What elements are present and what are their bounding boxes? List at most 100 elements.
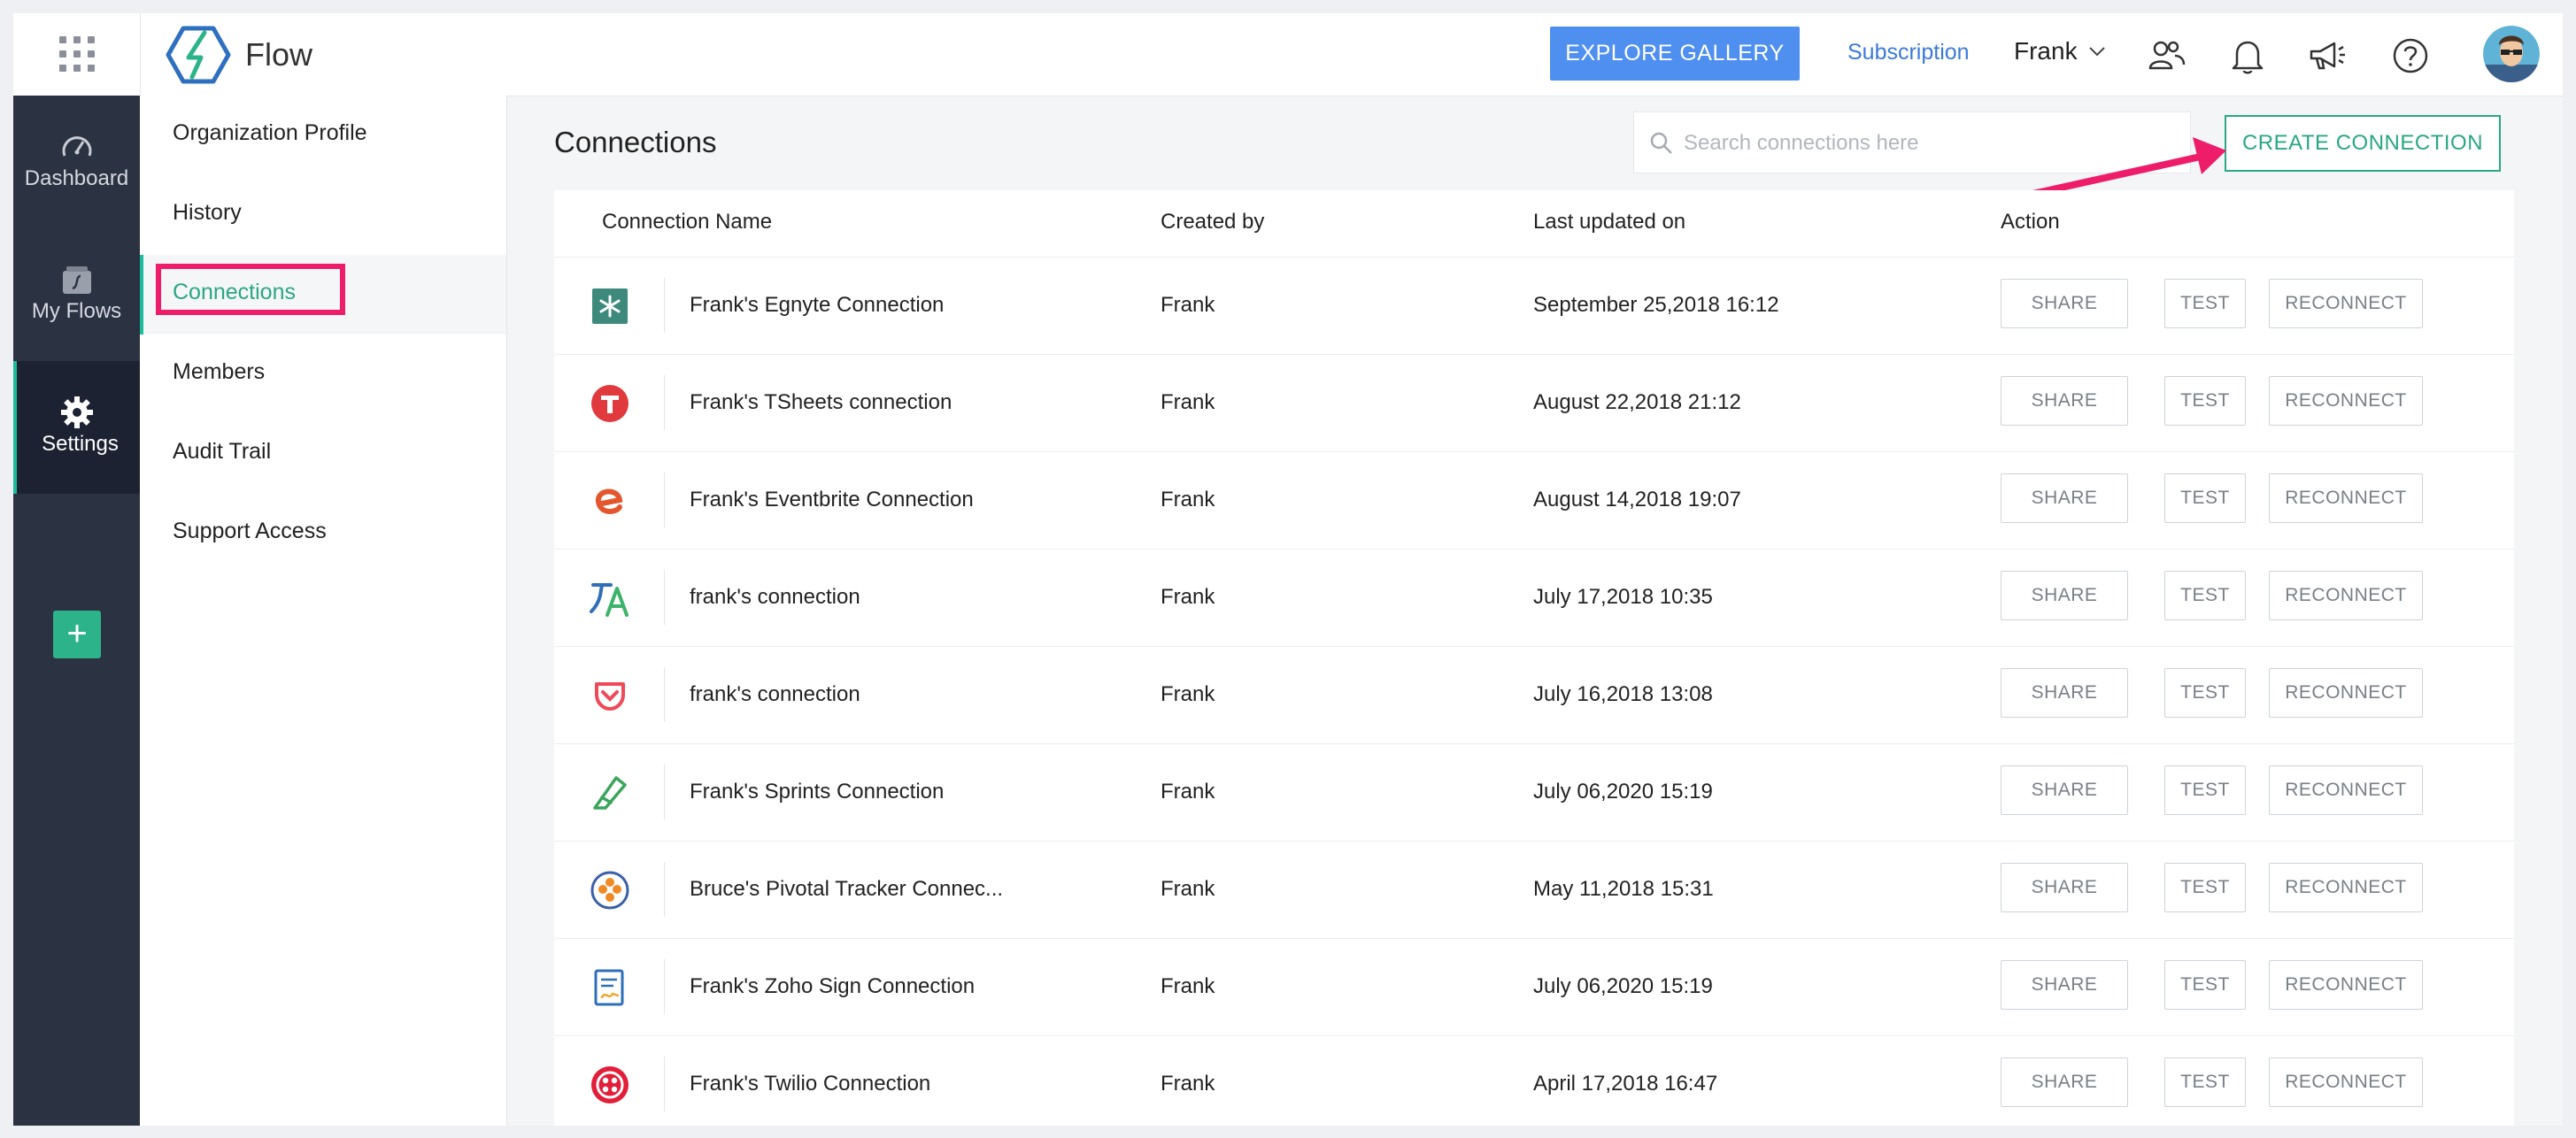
test-button[interactable]: TEST: [2164, 863, 2246, 912]
main-sidebar: Dashboard My Flows: [13, 96, 140, 1126]
submenu-connections[interactable]: Connections: [140, 255, 506, 334]
created-by: Frank: [1161, 293, 1215, 317]
column-header: Action: [2001, 210, 2060, 234]
connection-name: Frank's TSheets connection: [690, 390, 953, 414]
submenu-label: Support Access: [173, 519, 327, 543]
last-updated: August 14,2018 19:07: [1533, 488, 1741, 511]
test-button[interactable]: TEST: [2164, 279, 2246, 328]
reconnect-button[interactable]: RECONNECT: [2269, 863, 2423, 912]
page-title: Connections: [554, 126, 717, 158]
row-divider: [664, 862, 665, 917]
subscription-link[interactable]: Subscription: [1847, 40, 1970, 65]
nav-settings-label: Settings: [42, 432, 119, 456]
app-window: Flow EXPLORE GALLERY Subscription Frank: [13, 13, 2563, 1126]
share-button[interactable]: SHARE: [2001, 960, 2128, 1010]
test-button[interactable]: TEST: [2164, 571, 2246, 620]
reconnect-button[interactable]: RECONNECT: [2269, 1057, 2423, 1107]
pivotal-tracker-icon: [590, 871, 629, 910]
nav-my-flows[interactable]: My Flows: [13, 228, 140, 361]
reconnect-button[interactable]: RECONNECT: [2269, 376, 2423, 426]
test-button[interactable]: TEST: [2164, 765, 2246, 815]
reconnect-button[interactable]: RECONNECT: [2269, 279, 2423, 328]
brand-name: Flow: [245, 36, 313, 73]
last-updated: July 16,2018 13:08: [1533, 682, 1713, 706]
table-row[interactable]: Frank's Egnyte Connection Frank Septembe…: [554, 257, 2514, 355]
user-name: Frank: [2014, 37, 2078, 65]
column-header: Connection Name: [602, 210, 773, 234]
sprints-icon: [593, 776, 627, 810]
egnyte-icon: [592, 288, 628, 324]
share-button[interactable]: SHARE: [2001, 863, 2128, 912]
users-icon[interactable]: [2147, 36, 2186, 75]
submenu-support-access[interactable]: Support Access: [140, 494, 506, 573]
connection-name: Frank's Egnyte Connection: [690, 293, 945, 317]
table-row[interactable]: Frank's Twilio Connection Frank April 17…: [554, 1035, 2514, 1126]
reconnect-button[interactable]: RECONNECT: [2269, 765, 2423, 815]
connection-name: frank's connection: [690, 585, 860, 609]
test-button[interactable]: TEST: [2164, 376, 2246, 426]
share-button[interactable]: SHARE: [2001, 668, 2128, 718]
app-grid-icon[interactable]: [59, 36, 95, 72]
gear-icon: [61, 396, 93, 428]
share-button[interactable]: SHARE: [2001, 279, 2128, 328]
search-box[interactable]: [1633, 111, 2191, 173]
table-row[interactable]: Frank's TSheets connection Frank August …: [554, 354, 2514, 452]
nav-dashboard[interactable]: Dashboard: [13, 96, 140, 228]
eventbrite-icon: [596, 488, 623, 514]
table-row[interactable]: frank's connection Frank July 16,2018 13…: [554, 646, 2514, 744]
avatar[interactable]: [2483, 26, 2540, 82]
add-flow-button[interactable]: +: [53, 611, 101, 658]
share-button[interactable]: SHARE: [2001, 765, 2128, 815]
last-updated: April 17,2018 16:47: [1533, 1072, 1718, 1096]
megaphone-icon[interactable]: [2308, 36, 2347, 75]
table-row[interactable]: Frank's Eventbrite Connection Frank Augu…: [554, 451, 2514, 550]
submenu-history[interactable]: History: [140, 175, 506, 255]
dashboard-icon: [62, 136, 92, 157]
reconnect-button[interactable]: RECONNECT: [2269, 668, 2423, 718]
test-button[interactable]: TEST: [2164, 1057, 2246, 1107]
create-connection-button[interactable]: CREATE CONNECTION: [2225, 115, 2501, 172]
twilio-icon: [591, 1066, 629, 1103]
created-by: Frank: [1161, 1072, 1215, 1096]
bell-icon[interactable]: [2228, 36, 2267, 75]
connection-name: Frank's Sprints Connection: [690, 780, 945, 804]
connections-table: Connection Name Created by Last updated …: [554, 190, 2514, 1126]
last-updated: August 22,2018 21:12: [1533, 390, 1741, 414]
help-icon[interactable]: [2391, 36, 2430, 75]
test-button[interactable]: TEST: [2164, 473, 2246, 523]
reconnect-button[interactable]: RECONNECT: [2269, 960, 2423, 1010]
created-by: Frank: [1161, 488, 1215, 511]
search-input[interactable]: [1682, 125, 2163, 162]
table-row[interactable]: Bruce's Pivotal Tracker Connec... Frank …: [554, 841, 2514, 939]
connection-name: Bruce's Pivotal Tracker Connec...: [690, 877, 1004, 901]
connection-name: frank's connection: [690, 682, 860, 706]
submenu-audit-trail[interactable]: Audit Trail: [140, 414, 506, 494]
row-divider: [664, 278, 665, 333]
share-button[interactable]: SHARE: [2001, 1057, 2128, 1107]
row-divider: [664, 667, 665, 722]
submenu-label: Members: [173, 359, 266, 384]
connection-name: Frank's Zoho Sign Connection: [690, 974, 976, 998]
reconnect-button[interactable]: RECONNECT: [2269, 473, 2423, 523]
reconnect-button[interactable]: RECONNECT: [2269, 571, 2423, 620]
test-button[interactable]: TEST: [2164, 668, 2246, 718]
row-divider: [664, 473, 665, 527]
test-button[interactable]: TEST: [2164, 960, 2246, 1010]
share-button[interactable]: SHARE: [2001, 376, 2128, 426]
row-divider: [664, 1057, 665, 1111]
share-button[interactable]: SHARE: [2001, 571, 2128, 620]
submenu-organization-profile[interactable]: Organization Profile: [140, 96, 506, 175]
table-row[interactable]: Frank's Zoho Sign Connection Frank July …: [554, 938, 2514, 1036]
user-menu[interactable]: Frank: [2014, 37, 2106, 65]
nav-settings[interactable]: Settings: [13, 361, 140, 494]
created-by: Frank: [1161, 877, 1215, 901]
last-updated: May 11,2018 15:31: [1533, 877, 1714, 901]
explore-gallery-button[interactable]: EXPLORE GALLERY: [1550, 27, 1800, 81]
created-by: Frank: [1161, 974, 1215, 998]
connection-name: Frank's Eventbrite Connection: [690, 488, 974, 511]
connection-name: Frank's Twilio Connection: [690, 1072, 931, 1096]
share-button[interactable]: SHARE: [2001, 473, 2128, 523]
table-row[interactable]: Frank's Sprints Connection Frank July 06…: [554, 743, 2514, 842]
table-row[interactable]: frank's connection Frank July 17,2018 10…: [554, 549, 2514, 647]
submenu-members[interactable]: Members: [140, 334, 506, 414]
